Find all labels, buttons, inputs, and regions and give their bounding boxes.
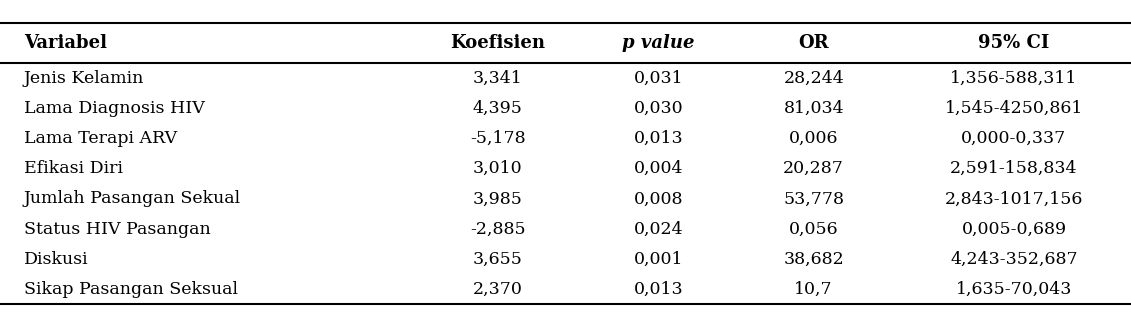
Text: Lama Terapi ARV: Lama Terapi ARV	[24, 130, 178, 147]
Text: Jumlah Pasangan Sekual: Jumlah Pasangan Sekual	[24, 190, 241, 207]
Text: 0,013: 0,013	[633, 130, 683, 147]
Text: Lama Diagnosis HIV: Lama Diagnosis HIV	[24, 100, 205, 117]
Text: 38,682: 38,682	[784, 251, 844, 268]
Text: 0,030: 0,030	[633, 100, 683, 117]
Text: 2,843-1017,156: 2,843-1017,156	[944, 190, 1083, 207]
Text: Sikap Pasangan Seksual: Sikap Pasangan Seksual	[24, 281, 238, 298]
Text: 2,591-158,834: 2,591-158,834	[950, 160, 1078, 177]
Text: 0,000-0,337: 0,000-0,337	[961, 130, 1067, 147]
Text: 4,395: 4,395	[473, 100, 523, 117]
Text: 0,031: 0,031	[633, 70, 683, 87]
Text: Status HIV Pasangan: Status HIV Pasangan	[24, 221, 210, 237]
Text: 0,004: 0,004	[633, 160, 683, 177]
Text: 20,287: 20,287	[784, 160, 844, 177]
Text: 81,034: 81,034	[784, 100, 844, 117]
Text: 0,056: 0,056	[789, 221, 838, 237]
Text: 1,635-70,043: 1,635-70,043	[956, 281, 1072, 298]
Text: 3,010: 3,010	[473, 160, 523, 177]
Text: Diskusi: Diskusi	[24, 251, 88, 268]
Text: 28,244: 28,244	[784, 70, 844, 87]
Text: OR: OR	[798, 34, 829, 52]
Text: Efikasi Diri: Efikasi Diri	[24, 160, 123, 177]
Text: Jenis Kelamin: Jenis Kelamin	[24, 70, 145, 87]
Text: 2,370: 2,370	[473, 281, 523, 298]
Text: Variabel: Variabel	[24, 34, 107, 52]
Text: 10,7: 10,7	[794, 281, 834, 298]
Text: 0,001: 0,001	[633, 251, 683, 268]
Text: 53,778: 53,778	[783, 190, 844, 207]
Text: 4,243-352,687: 4,243-352,687	[950, 251, 1078, 268]
Text: -2,885: -2,885	[470, 221, 526, 237]
Text: 1,356-588,311: 1,356-588,311	[950, 70, 1078, 87]
Text: 3,341: 3,341	[473, 70, 523, 87]
Text: 0,013: 0,013	[633, 281, 683, 298]
Text: p value: p value	[622, 34, 694, 52]
Text: 95% CI: 95% CI	[978, 34, 1050, 52]
Text: 0,006: 0,006	[789, 130, 838, 147]
Text: 0,005-0,689: 0,005-0,689	[961, 221, 1067, 237]
Text: Koefisien: Koefisien	[450, 34, 545, 52]
Text: 3,655: 3,655	[473, 251, 523, 268]
Text: 0,008: 0,008	[633, 190, 683, 207]
Text: -5,178: -5,178	[470, 130, 526, 147]
Text: 0,024: 0,024	[633, 221, 683, 237]
Text: 3,985: 3,985	[473, 190, 523, 207]
Text: 1,545-4250,861: 1,545-4250,861	[944, 100, 1083, 117]
